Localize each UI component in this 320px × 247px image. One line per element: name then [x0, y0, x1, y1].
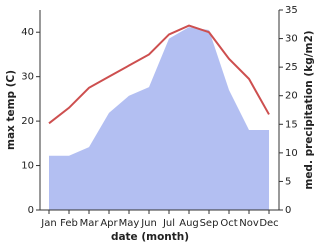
- y-tick-label: 30: [21, 72, 34, 83]
- x-tick-label: Apr: [100, 218, 118, 229]
- y2-tick-label: 30: [285, 34, 298, 45]
- x-tick-label: Jun: [140, 218, 157, 229]
- x-tick-label: Nov: [239, 218, 259, 229]
- temperature-line: [48, 24, 270, 125]
- y2-tick-label: 10: [285, 148, 298, 159]
- y2-tick-label: 20: [285, 91, 298, 102]
- x-tick-label: Feb: [60, 218, 78, 229]
- x-tick-label: Dec: [259, 218, 278, 229]
- y2-tick-label: 0: [285, 205, 291, 216]
- x-tick-label: Sep: [200, 218, 219, 229]
- y2-tick-label: 35: [285, 5, 298, 16]
- x-axis-label: date (month): [111, 231, 189, 243]
- x-tick-label: Oct: [220, 218, 237, 229]
- precipitation-area: [49, 27, 269, 211]
- x-tick-label: Mar: [80, 218, 100, 229]
- y2-axis-label: med. precipitation (kg/m2): [303, 30, 315, 189]
- y-axis-label: max temp (C): [5, 70, 17, 150]
- y2-tick-label: 5: [285, 176, 291, 187]
- x-tick-label: May: [119, 218, 140, 229]
- x-tick-label: Aug: [179, 218, 199, 229]
- y2-tick-label: 15: [285, 119, 298, 130]
- y-tick-label: 10: [21, 161, 34, 172]
- y-tick-label: 40: [21, 27, 34, 38]
- x-tick-label: Jan: [40, 218, 56, 229]
- y2-tick-label: 25: [285, 62, 298, 73]
- x-tick-label: Jul: [162, 218, 175, 229]
- y-tick-label: 20: [21, 116, 34, 127]
- y-tick-label: 0: [28, 205, 34, 216]
